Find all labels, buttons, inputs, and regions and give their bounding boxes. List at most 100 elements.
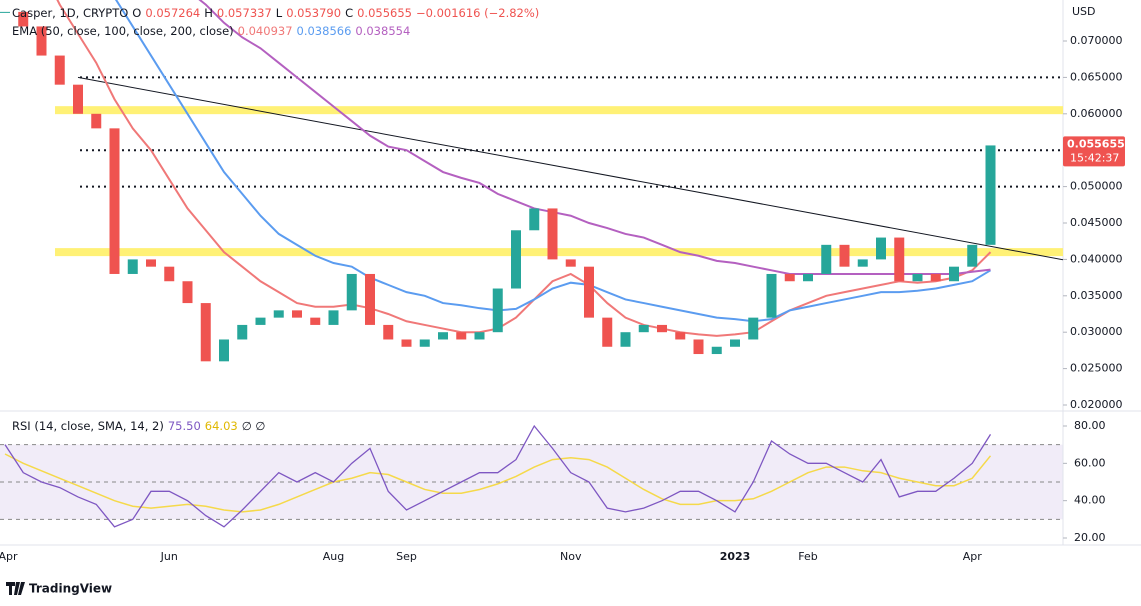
candle [912, 273, 923, 282]
candle [930, 273, 941, 282]
legend-item: 0.038566 [297, 24, 352, 38]
candle [164, 266, 175, 282]
brand-logo [6, 582, 25, 595]
candle [456, 332, 467, 340]
candle [547, 208, 558, 260]
candle [711, 346, 722, 355]
y-tick-label: 0.020000 [1070, 398, 1123, 411]
candle [857, 259, 868, 267]
candle [127, 259, 138, 274]
y-tick-label: 0.050000 [1070, 180, 1123, 193]
rsi-line [4, 424, 992, 528]
legend-item: EMA (50, close, 100, close, 200, close) [12, 24, 234, 38]
x-tick-label: Aug [323, 550, 344, 563]
candle [219, 339, 229, 362]
rsi-sma [4, 453, 992, 513]
rsi-tick-label: 40.00 [1074, 494, 1106, 507]
candle [584, 266, 594, 318]
price-tag-label: 0.055655 [1067, 137, 1125, 150]
rsi-tick-label: 80.00 [1074, 419, 1106, 432]
legend-item: H [204, 6, 213, 20]
y-tick-label: 0.040000 [1070, 252, 1123, 265]
legend-item: 0.057264 [145, 6, 200, 20]
legend-item: Casper, 1D, CRYPTO [12, 6, 128, 20]
candle [273, 310, 284, 318]
candle [657, 324, 667, 333]
candle [401, 339, 412, 347]
legend-item: ∅ ∅ [242, 419, 266, 433]
zone [55, 106, 1063, 115]
x-tick-label: Apr [0, 550, 18, 563]
x-tick-label: Sep [396, 550, 417, 563]
brand: TradingView [29, 582, 112, 596]
y-tick-label: 0.030000 [1070, 325, 1123, 338]
ema-line [56, 0, 992, 337]
legend-item: −0.001616 (−2.82%) [416, 6, 539, 20]
candle [894, 237, 905, 282]
x-tick-label: Apr [963, 550, 983, 563]
candle [346, 273, 357, 311]
candle [237, 324, 248, 340]
legend-line: Casper, 1D, CRYPTO O 0.057264 H 0.057337 L 0.0… [12, 6, 539, 20]
legend-line: RSI (14, close, SMA, 14, 2) 75.50 64.03 ∅ ∅ [12, 419, 265, 433]
currency: USD [1072, 5, 1096, 18]
candle [182, 281, 193, 304]
price-pane [0, 0, 1063, 362]
candle [200, 303, 211, 362]
legend-item: 0.055655 [357, 6, 412, 20]
y-tick-label: 0.035000 [1070, 289, 1123, 302]
y-tick-label: 0.025000 [1070, 362, 1123, 375]
x-tick-label: Nov [560, 550, 582, 563]
candle [36, 26, 47, 56]
legend-item: O [132, 6, 141, 20]
x-tick-label: Jun [160, 550, 178, 563]
candle [255, 317, 266, 325]
candle [328, 310, 339, 325]
candle [365, 273, 375, 325]
x-tick-label: Feb [798, 550, 817, 563]
price-tag [1063, 136, 1125, 167]
y-tick-label: 0.060000 [1070, 107, 1123, 120]
candle [675, 332, 686, 340]
legend-line: EMA (50, close, 100, close, 200, close) 0… [12, 24, 410, 38]
y-tick-label: 0.045000 [1070, 216, 1123, 229]
candle [511, 230, 521, 289]
candle [638, 324, 649, 333]
legend-item: C [345, 6, 353, 20]
ema-line [198, 0, 991, 275]
candle [803, 273, 813, 282]
candle [602, 317, 613, 347]
legend-item: L [276, 6, 283, 20]
candle [474, 332, 485, 340]
candle [766, 273, 777, 318]
candle [784, 273, 795, 282]
candle [949, 266, 959, 282]
candle [310, 317, 321, 325]
legend-item: 0.057337 [217, 6, 272, 20]
rsi-tick-label: 20.00 [1074, 531, 1106, 544]
candle [73, 84, 83, 114]
trendline [77, 76, 1063, 261]
candle [492, 288, 503, 333]
candle [730, 339, 740, 347]
legend-item: RSI (14, close, SMA, 14, 2) [12, 419, 164, 433]
candle [109, 128, 120, 274]
candle [438, 332, 448, 340]
legend-item: 0.038554 [355, 24, 410, 38]
legend-item: 0.053790 [286, 6, 341, 20]
y-tick-label: 0.070000 [1070, 34, 1123, 47]
candle [91, 113, 102, 129]
y-tick-label: 0.065000 [1070, 70, 1123, 83]
candle [18, 11, 29, 27]
candle [985, 145, 996, 245]
legend-item: 0.040937 [238, 24, 293, 38]
candle [0, 11, 10, 13]
candle [292, 310, 302, 318]
candle [146, 259, 156, 267]
candle [529, 208, 540, 231]
x-tick-label: 2023 [720, 550, 751, 563]
candle [693, 339, 704, 355]
rsi-tick-label: 60.00 [1074, 456, 1106, 469]
candle [620, 332, 631, 347]
